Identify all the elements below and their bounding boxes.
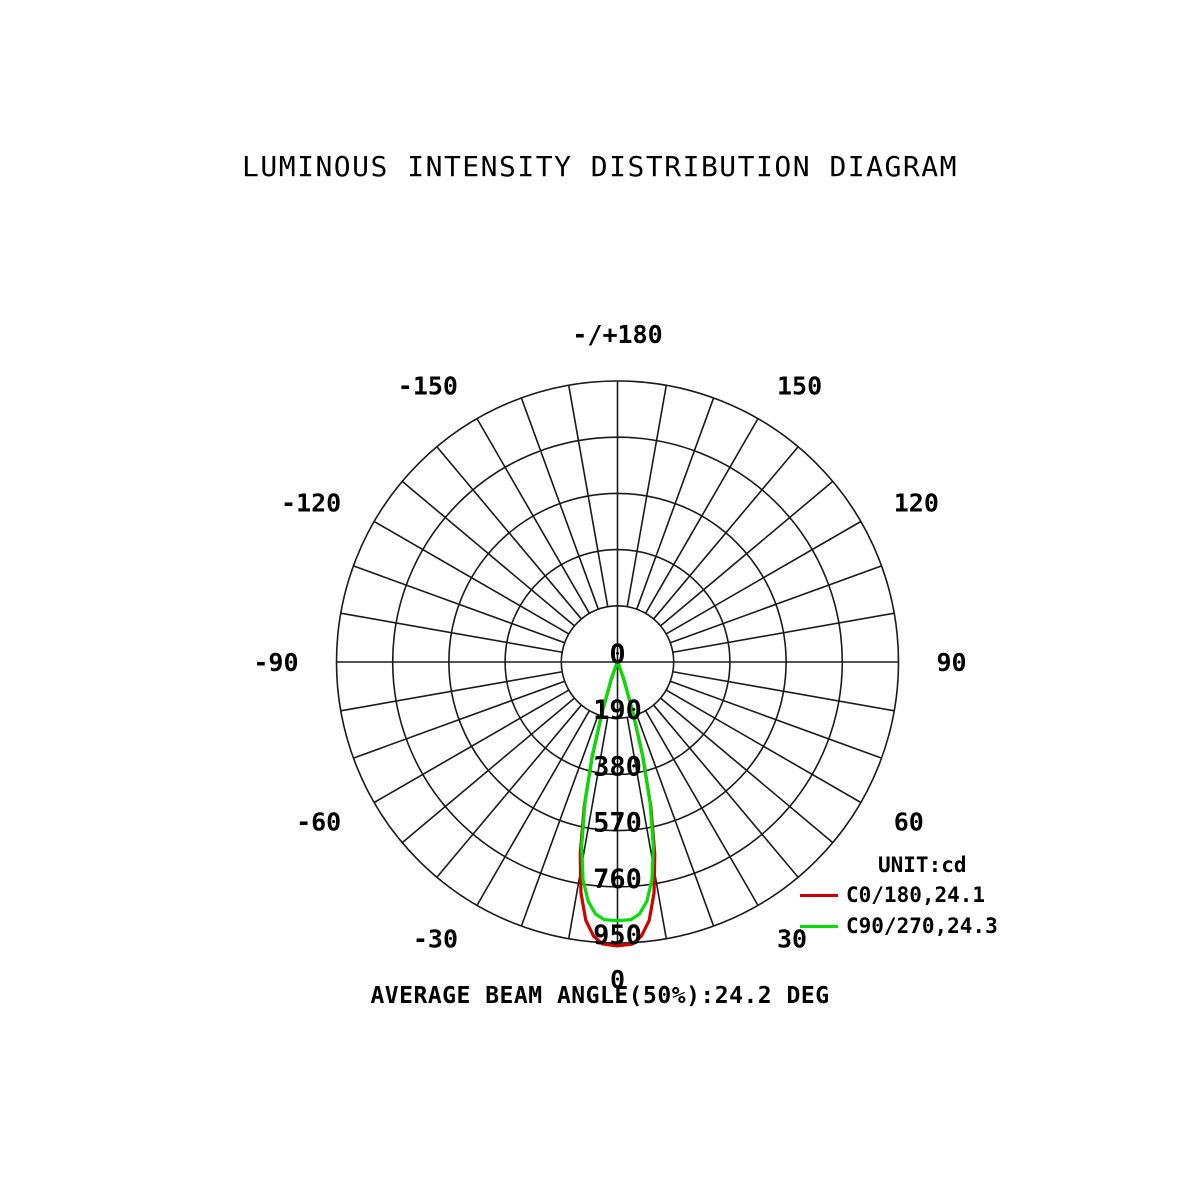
radial-tick-190: 190: [593, 695, 642, 726]
angle-tick--150: -150: [398, 372, 458, 401]
angle-tick-90: 90: [937, 648, 967, 677]
angle-tick-labels: 30 60 90 120 150 -/+180 -150 -120 -90 -60 -30 0: [253, 320, 966, 994]
radial-tick-570: 570: [593, 808, 642, 839]
legend-swatch-c0-180: [800, 893, 838, 897]
radial-tick-950: 950: [593, 920, 642, 951]
legend: UNIT:cd C0/180,24.1 C90/270,24.3: [800, 853, 1040, 945]
radial-tick-380: 380: [593, 751, 642, 782]
angle-tick-60: 60: [894, 808, 924, 837]
angle-tick--60: -60: [296, 808, 341, 837]
radial-tick-760: 760: [593, 864, 642, 895]
angle-tick-0: 0: [610, 965, 625, 994]
legend-unit-label: UNIT:cd: [878, 853, 967, 877]
radial-tick-0: 0: [609, 639, 625, 670]
legend-label-c0-180: C0/180,24.1: [846, 883, 986, 907]
angle-tick--30: -30: [413, 924, 458, 953]
angle-tick-120: 120: [894, 489, 939, 518]
angle-tick--120: -120: [281, 489, 341, 518]
angle-tick-30: 30: [777, 924, 807, 953]
radial-tick-labels: 0 190 380 570 760 950: [593, 639, 642, 951]
legend-swatch-c90-270: [800, 924, 838, 928]
average-beam-angle-note: AVERAGE BEAM ANGLE(50%):24.2 DEG: [370, 983, 830, 1009]
angle-tick--/+180: -/+180: [572, 320, 662, 349]
legend-item-c0-180: C0/180,24.1: [800, 883, 1040, 907]
polar-grid: [335, 380, 900, 944]
angle-tick--90: -90: [253, 648, 298, 677]
page-title: LUMINOUS INTENSITY DISTRIBUTION DIAGRAM: [242, 150, 958, 183]
legend-label-c90-270: C90/270,24.3: [846, 914, 998, 938]
legend-item-c90-270: C90/270,24.3: [800, 914, 1040, 938]
angle-tick-150: 150: [777, 372, 822, 401]
polar-series: [578, 660, 657, 948]
